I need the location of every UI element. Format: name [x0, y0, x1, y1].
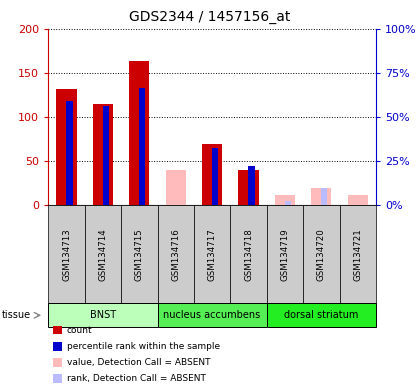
Text: GDS2344 / 1457156_at: GDS2344 / 1457156_at [129, 10, 291, 23]
Bar [275, 195, 295, 205]
Text: GSM134717: GSM134717 [207, 228, 217, 281]
Bar [139, 88, 145, 205]
Text: GSM134719: GSM134719 [281, 228, 289, 281]
Text: GSM134720: GSM134720 [317, 228, 326, 281]
Text: GSM134716: GSM134716 [171, 228, 180, 281]
Text: GSM134721: GSM134721 [353, 228, 362, 281]
Bar [57, 89, 76, 205]
Bar [311, 188, 331, 205]
Text: count: count [67, 326, 92, 335]
Bar [93, 104, 113, 205]
Text: GSM134715: GSM134715 [135, 228, 144, 281]
Bar [165, 170, 186, 205]
Bar [102, 106, 109, 205]
Bar [348, 195, 368, 205]
Bar [284, 201, 291, 205]
Text: tissue: tissue [2, 310, 31, 320]
Text: rank, Detection Call = ABSENT: rank, Detection Call = ABSENT [67, 374, 206, 383]
Text: percentile rank within the sample: percentile rank within the sample [67, 342, 220, 351]
Bar [248, 166, 255, 205]
Bar [202, 144, 222, 205]
Text: GSM134718: GSM134718 [244, 228, 253, 281]
Bar [66, 101, 73, 205]
Text: value, Detection Call = ABSENT: value, Detection Call = ABSENT [67, 358, 210, 367]
Bar [321, 188, 328, 205]
Text: GSM134713: GSM134713 [62, 228, 71, 281]
Bar [129, 61, 150, 205]
Text: BNST: BNST [90, 310, 116, 320]
Bar [239, 170, 259, 205]
Bar [212, 148, 218, 205]
Text: GSM134714: GSM134714 [98, 228, 108, 281]
Text: dorsal striatum: dorsal striatum [284, 310, 359, 320]
Text: nucleus accumbens: nucleus accumbens [163, 310, 261, 320]
